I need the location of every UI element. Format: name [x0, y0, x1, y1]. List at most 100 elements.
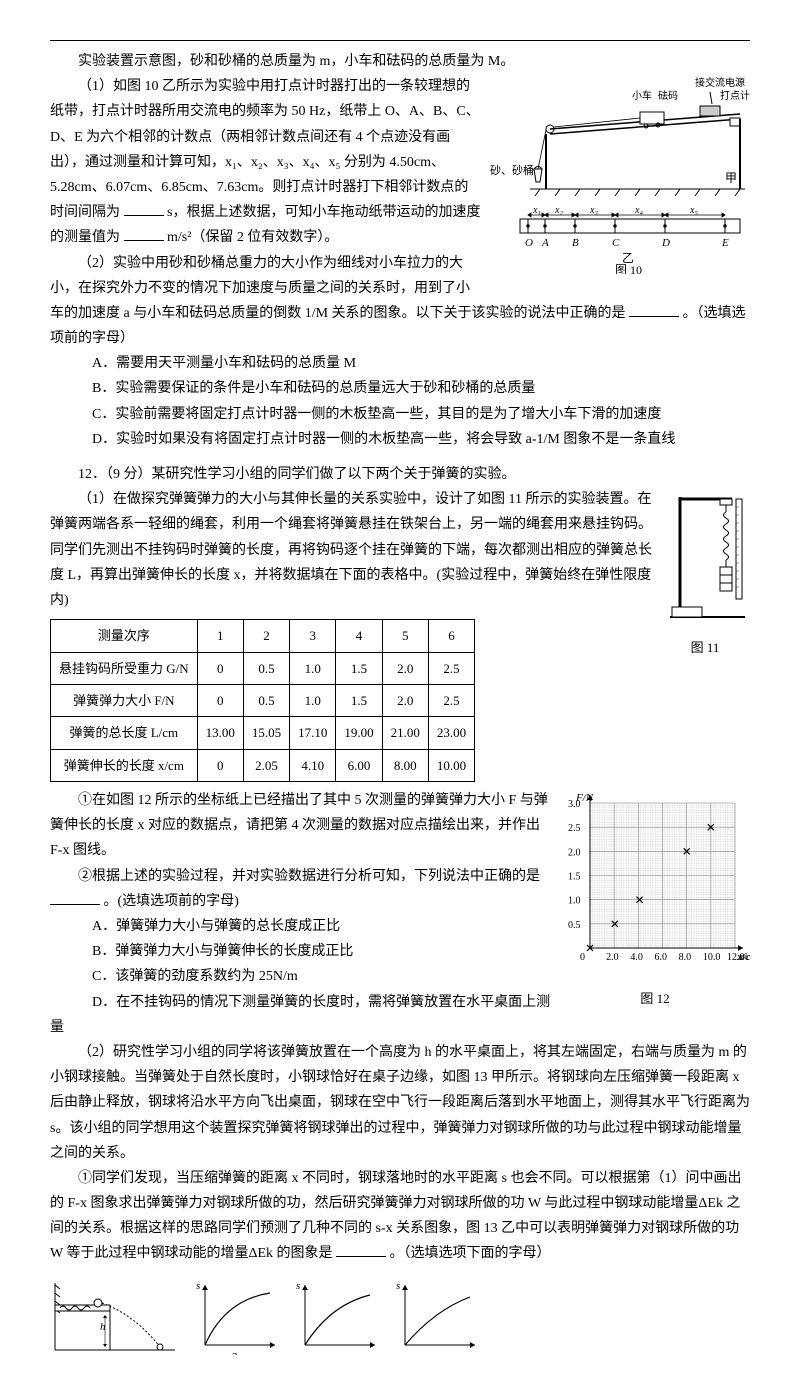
fig10-top-label: 甲	[725, 171, 737, 185]
svg-text:3: 3	[232, 1351, 238, 1355]
svg-text:x₁: x₁	[532, 205, 541, 216]
cell: 21.00	[382, 717, 428, 749]
figure-10: 接交流电源 打点计时器 小车 砝码 砂、砂桶	[490, 74, 750, 283]
q1-optD: D．实验时如果没有将固定打点计时器一侧的木板垫高一些，将会导致 a-1/M 图象…	[50, 427, 750, 452]
cell: 2.5	[428, 652, 474, 684]
q1-optB: B．实验需要保证的条件是小车和砝码的总质量远大于砂和砂桶的总质量	[50, 376, 750, 401]
svg-text:C: C	[612, 237, 620, 249]
svg-text:1.0: 1.0	[568, 896, 581, 907]
svg-text:2.5: 2.5	[568, 823, 581, 834]
th-3: 3	[290, 620, 336, 652]
cell: 2.0	[382, 652, 428, 684]
svg-text:x₂: x₂	[554, 205, 563, 216]
q1-optA: A．需要用天平测量小车和砝码的总质量 M	[50, 351, 750, 376]
cell: 10.00	[428, 749, 474, 781]
table-row: 悬挂钩码所受重力 G/N00.51.01.52.02.5	[51, 652, 475, 684]
svg-text:10.0: 10.0	[703, 952, 721, 963]
q12c-p1: （2）研究性学习小组的同学将该弹簧放置在一个高度为 h 的水平桌面上，将其左端固…	[50, 1040, 750, 1166]
q12b-p2b: 。(选填选项前的字母)	[104, 894, 239, 909]
svg-text:x/cm: x/cm	[738, 952, 750, 963]
q1-optC: C．实验前需要将固定打点计时器一侧的木板垫高一些，其目的是为了增大小车下滑的加速…	[50, 402, 750, 427]
svg-text:2.0: 2.0	[568, 847, 581, 858]
q1-p1c: m/s²（保留 2 位有效数字）。	[167, 230, 338, 245]
cell: 8.00	[382, 749, 428, 781]
r0-label: 悬挂钩码所受重力 G/N	[51, 652, 198, 684]
svg-text:0: 0	[580, 952, 585, 963]
svg-text:2.0: 2.0	[606, 952, 619, 963]
cart-label: 小车	[632, 89, 652, 102]
power-label: 接交流电源	[695, 76, 745, 89]
svg-text:x₄: x₄	[634, 205, 643, 216]
cell: 6.00	[336, 749, 382, 781]
cell: 2.05	[243, 749, 289, 781]
q12c-p2: ①同学们发现，当压缩弹簧的距离 x 不同时，钢球落地时的水平距离 s 也会不同。…	[50, 1166, 750, 1267]
weight-label: 砝码	[658, 89, 678, 102]
cell: 13.00	[197, 717, 243, 749]
svg-text:x₃: x₃	[589, 205, 598, 216]
figure-13-partial: h s 3 s s	[50, 1275, 750, 1355]
cell: 0	[197, 749, 243, 781]
cell: 1.0	[290, 684, 336, 716]
th-2: 2	[243, 620, 289, 652]
svg-text:图 10: 图 10	[615, 263, 642, 274]
data-table: 测量次序 1 2 3 4 5 6 悬挂钩码所受重力 G/N00.51.01.52…	[50, 619, 475, 782]
svg-text:4.0: 4.0	[630, 952, 643, 963]
svg-text:A: A	[541, 237, 549, 249]
blank-q12c-choice[interactable]	[336, 1242, 386, 1257]
figure-12: F/Nx/cm0.51.01.52.02.53.002.04.06.08.010…	[560, 788, 750, 1011]
svg-text:D: D	[661, 237, 670, 249]
cell: 17.10	[290, 717, 336, 749]
svg-text:x₅: x₅	[689, 205, 698, 216]
svg-text:s: s	[396, 1280, 400, 1292]
svg-text:0.5: 0.5	[568, 920, 581, 931]
r2-label: 弹簧的总长度 L/cm	[51, 717, 198, 749]
fig12-caption: 图 12	[560, 987, 750, 1010]
cell: 1.5	[336, 684, 382, 716]
blank-q12b-choice[interactable]	[50, 890, 100, 905]
svg-text:1.5: 1.5	[568, 872, 581, 883]
cell: 0	[197, 652, 243, 684]
svg-text:6.0: 6.0	[655, 952, 668, 963]
svg-text:s: s	[196, 1280, 200, 1292]
cell: 19.00	[336, 717, 382, 749]
fig11-caption: 图 11	[660, 636, 750, 659]
figure-11: 图 11	[660, 487, 750, 660]
svg-text:B: B	[572, 237, 579, 249]
q12-p1: （1）在做探究弹簧弹力的大小与其伸长量的关系实验中，设计了如图 11 所示的实验…	[50, 487, 750, 613]
th-4: 4	[336, 620, 382, 652]
cell: 1.0	[290, 652, 336, 684]
cell: 2.0	[382, 684, 428, 716]
table-row: 弹簧弹力大小 F/N00.51.01.52.02.5	[51, 684, 475, 716]
th-0: 测量次序	[51, 620, 198, 652]
svg-text:E: E	[721, 237, 729, 249]
cell: 2.5	[428, 684, 474, 716]
table-header-row: 测量次序 1 2 3 4 5 6	[51, 620, 475, 652]
intro-text: 实验装置示意图，砂和砂桶的总质量为 m，小车和砝码的总质量为 M。	[50, 49, 750, 74]
blank-q1-choice[interactable]	[629, 302, 679, 317]
cell: 4.10	[290, 749, 336, 781]
q12c-p2b: 。（选填选项下面的字母）	[390, 1246, 551, 1261]
cell: 1.5	[336, 652, 382, 684]
r1-label: 弹簧弹力大小 F/N	[51, 684, 198, 716]
timer-label: 打点计时器	[720, 89, 750, 102]
svg-text:O: O	[525, 237, 533, 249]
cell: 0.5	[243, 652, 289, 684]
svg-text:3.0: 3.0	[568, 799, 581, 810]
table-row: 弹簧的总长度 L/cm13.0015.0517.1019.0021.0023.0…	[51, 717, 475, 749]
th-5: 5	[382, 620, 428, 652]
q1-p1a: （1）如图 10 乙所示为实验中用打点计时器打出的一条较理想的纸带，打点计时器所…	[50, 79, 480, 220]
sand-label: 砂、砂桶	[490, 163, 534, 177]
th-6: 6	[428, 620, 474, 652]
blank-accel[interactable]	[124, 226, 164, 241]
cell: 23.00	[428, 717, 474, 749]
q12b-p2a: ②根据上述的实验过程，并对实验数据进行分析可知，下列说法中正确的是	[78, 869, 540, 884]
th-1: 1	[197, 620, 243, 652]
svg-text:s: s	[296, 1280, 300, 1292]
svg-text:8.0: 8.0	[679, 952, 691, 963]
cell: 0	[197, 684, 243, 716]
q12-title: 12．（9 分）某研究性学习小组的同学们做了以下两个关于弹簧的实验。	[50, 462, 750, 487]
cell: 15.05	[243, 717, 289, 749]
blank-time[interactable]	[124, 201, 164, 216]
r3-label: 弹簧伸长的长度 x/cm	[51, 749, 198, 781]
table-row: 弹簧伸长的长度 x/cm02.054.106.008.0010.00	[51, 749, 475, 781]
